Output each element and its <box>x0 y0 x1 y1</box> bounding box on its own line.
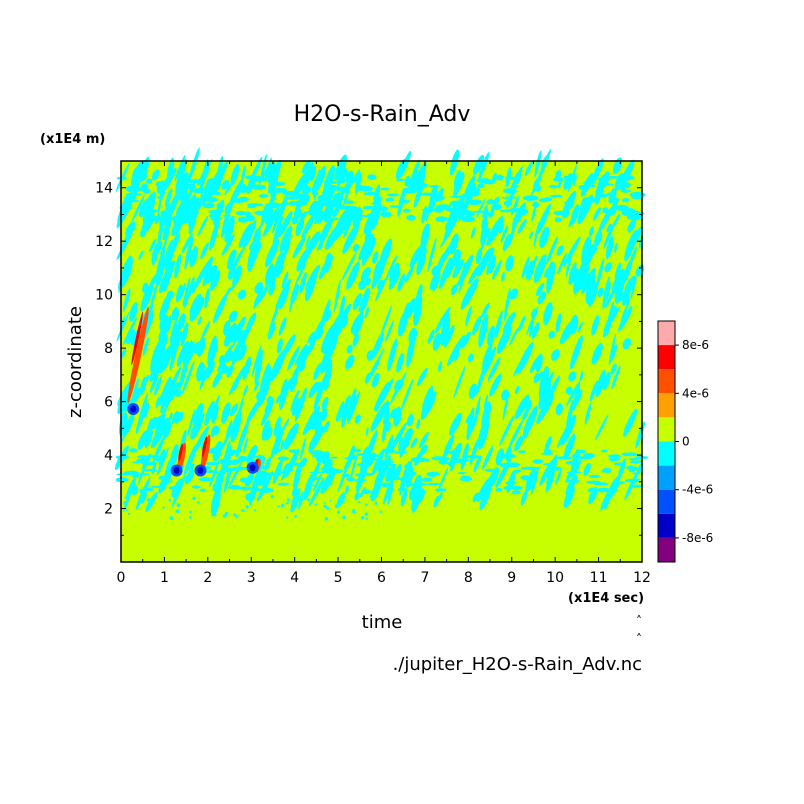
feature-2 <box>170 442 186 477</box>
x-tick-label: 9 <box>507 570 516 586</box>
y-tick-label: 6 <box>104 395 113 411</box>
colorbar-swatch <box>658 417 675 442</box>
colorbar: 8e-6 4e-6 0 -4e-6 -8e-6 <box>657 320 713 563</box>
y-tick-label: 14 <box>95 181 113 197</box>
colorbar-swatch <box>658 393 675 418</box>
colorbar-swatch <box>658 441 675 466</box>
corner-mark-2: ˄ <box>636 632 642 646</box>
contour-field <box>114 147 649 562</box>
feature-1 <box>127 306 149 415</box>
colorbar-swatch <box>658 465 675 490</box>
x-tick-label: 6 <box>377 570 386 586</box>
x-tick-label: 11 <box>590 570 608 586</box>
x-tick-label: 3 <box>247 570 256 586</box>
y-tick-label: 8 <box>104 341 113 357</box>
y-tick-label: 4 <box>104 448 113 464</box>
y-axis: 2 4 6 8 10 12 14 <box>95 181 642 536</box>
x-tick-label: 12 <box>633 570 651 586</box>
feature-4 <box>246 458 261 474</box>
negative-anomaly-pattern <box>114 147 649 521</box>
x-tick-label: 1 <box>160 570 169 586</box>
x-tick-label: 0 <box>117 570 126 586</box>
feature-3 <box>194 434 211 477</box>
y-tick-label: 10 <box>95 288 113 304</box>
y-unit-label: (x1E4 m) <box>40 132 105 147</box>
x-tick-label: 4 <box>290 570 299 586</box>
source-file-label: ./jupiter_H2O-s-Rain_Adv.nc <box>393 654 642 675</box>
colorbar-label: 8e-6 <box>682 338 709 352</box>
x-tick-label: 8 <box>464 570 473 586</box>
x-axis-label: time <box>362 612 403 633</box>
field-features <box>127 306 261 477</box>
colorbar-swatch <box>658 345 675 370</box>
colorbar-label: -8e-6 <box>682 531 713 545</box>
x-tick-label: 10 <box>546 570 564 586</box>
y-axis-label: z-coordinate <box>65 306 86 418</box>
x-unit-label: (x1E4 sec) <box>568 591 644 606</box>
chart-title: H2O-s-Rain_Adv <box>294 102 471 127</box>
corner-mark-1: ˄ <box>636 614 642 628</box>
colorbar-swatch <box>658 369 675 394</box>
y-tick-label: 2 <box>104 502 113 518</box>
colorbar-swatch <box>658 513 675 538</box>
x-tick-label: 5 <box>334 570 343 586</box>
colorbar-label: 0 <box>682 435 690 449</box>
colorbar-label: 4e-6 <box>682 386 709 400</box>
x-axis: 0 1 2 3 4 5 6 7 8 9 10 11 12 <box>117 161 651 586</box>
x-tick-label: 2 <box>203 570 212 586</box>
colorbar-swatch <box>658 489 675 514</box>
colorbar-label: -4e-6 <box>682 483 713 497</box>
colorbar-swatch <box>658 537 675 562</box>
colorbar-swatch <box>658 321 675 346</box>
y-tick-label: 12 <box>95 234 113 250</box>
x-tick-label: 7 <box>420 570 429 586</box>
